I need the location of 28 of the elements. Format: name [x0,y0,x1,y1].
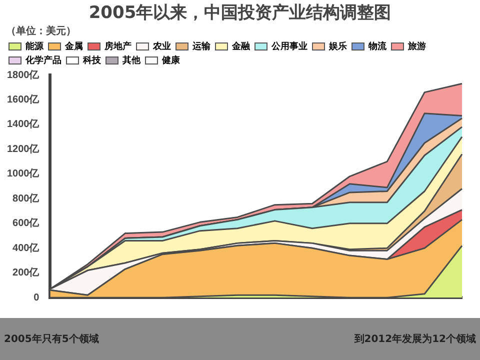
chart-title: 2005年以来，中国投资产业结构调整图 [88,2,392,24]
legend-label: 金融 [231,40,251,51]
legend-label: 物流 [368,40,388,51]
legend-label: 健康 [161,54,181,65]
y-tick-label: 1600亿 [6,93,40,106]
y-tick-label: 1800亿 [6,68,40,81]
y-tick-label: 1200亿 [6,142,40,155]
legend-label: 公用事业 [270,40,308,51]
text: 2005年只有5个领域 [4,332,99,346]
y-tick-label: 400亿 [12,242,40,254]
legend-label: 金属 [64,40,83,51]
y-tick-label: 800亿 [12,192,40,204]
legend-label: 旅游 [407,40,426,51]
legend-label: 化学产品 [24,54,62,65]
y-tick-label: 600亿 [12,217,40,230]
text: 到2012年发展为12个领域 [354,332,476,346]
legend-label: 科技 [82,54,102,65]
legend-label: 农业 [152,40,171,51]
y-tick-label: 0 [34,292,40,304]
y-tick-label: 1000亿 [6,168,40,180]
legend-label: 其他 [122,54,142,65]
y-axis-title: （单位：美元） [6,24,77,37]
legend-label: 能源 [26,40,44,51]
legend-label: 运输 [192,40,212,51]
legend-label: 娱乐 [328,40,347,51]
legend-label: 房地产 [104,40,132,51]
y-tick-label: 1400亿 [6,118,40,130]
y-tick-label: 200亿 [12,266,40,279]
